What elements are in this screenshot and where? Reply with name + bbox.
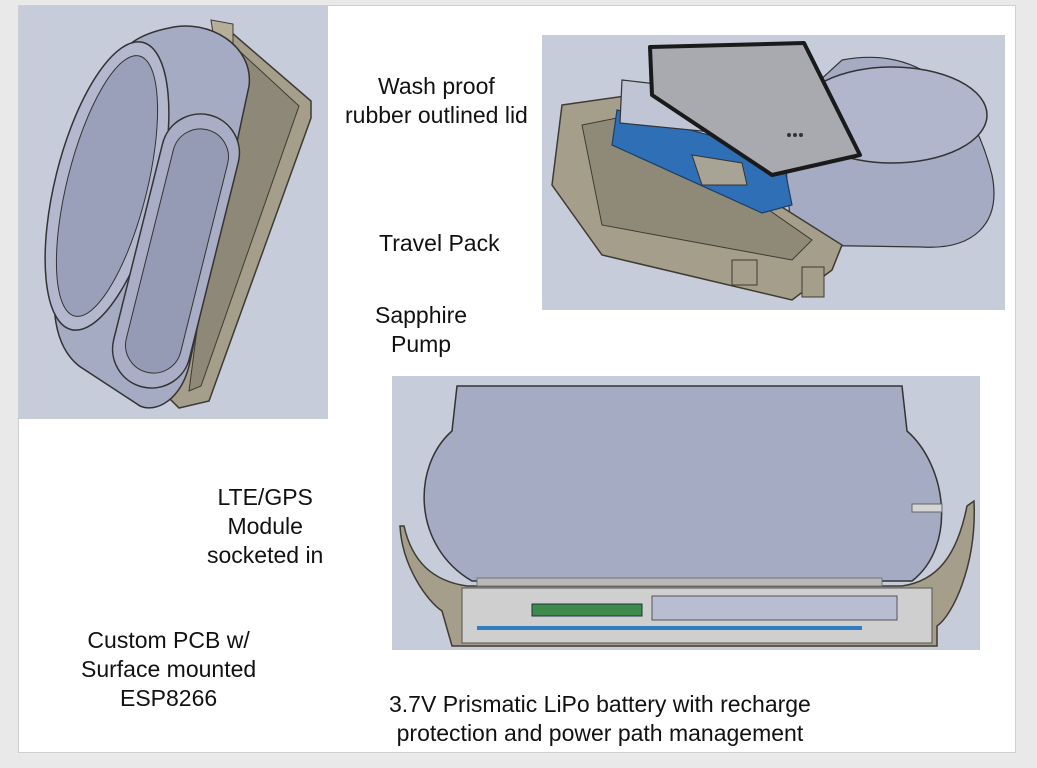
label-sapphire-pump: Sapphire Pump — [375, 301, 467, 359]
label-lte-gps-module: LTE/GPS Module socketed in — [207, 483, 323, 570]
label-line: socketed in — [207, 542, 324, 568]
render-side-view — [19, 6, 328, 419]
label-line: protection and power path management — [396, 720, 804, 746]
label-line: Custom PCB w/ — [87, 627, 250, 653]
label-line: ESP8266 — [119, 685, 218, 711]
render-exploded-view — [542, 35, 1005, 310]
label-line: 3.7V Prismatic LiPo battery with recharg… — [389, 691, 811, 717]
label-line: Module — [227, 513, 303, 539]
label-line: rubber outlined lid — [345, 102, 528, 128]
label-line: Pump — [390, 331, 452, 357]
label-line: Wash proof — [378, 73, 495, 99]
label-line: Surface mounted — [81, 656, 257, 682]
slide: Wash proof rubber outlined lid Travel Pa… — [18, 5, 1016, 753]
label-line: LTE/GPS — [217, 484, 313, 510]
label-custom-pcb: Custom PCB w/ Surface mounted ESP8266 — [81, 626, 256, 713]
label-lipo-battery: 3.7V Prismatic LiPo battery with recharg… — [389, 690, 811, 748]
label-line: Sapphire — [375, 302, 468, 328]
cross-section-drawing — [392, 376, 980, 650]
label-wash-proof-lid: Wash proof rubber outlined lid — [345, 72, 528, 130]
render-cross-section — [392, 376, 980, 650]
label-line: Travel Pack — [379, 230, 500, 256]
label-travel-pack: Travel Pack — [379, 229, 500, 258]
side-view-drawing — [19, 6, 328, 419]
exploded-view-drawing — [542, 35, 1005, 310]
